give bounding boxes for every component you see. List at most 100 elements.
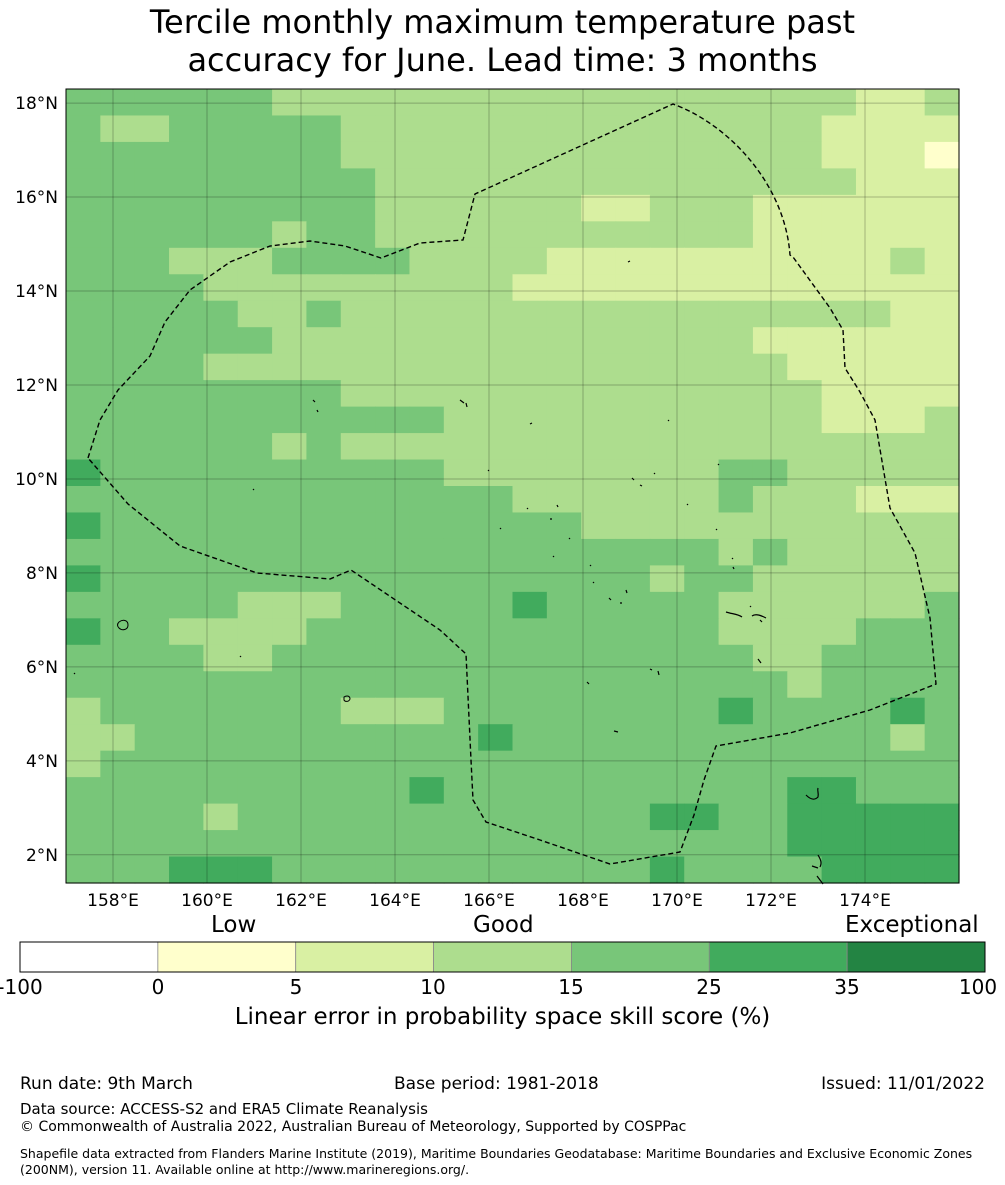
grid-cell [890,486,926,514]
grid-cell [203,433,239,461]
grid-cell [443,538,479,566]
grid-cell [821,750,857,778]
grid-cell [100,406,136,434]
grid-cell [615,724,651,752]
grid-cell [512,830,548,858]
longitude-label: 170°E [651,891,703,911]
grid-cell [855,433,891,461]
grid-cell [924,89,960,117]
grid-cell [237,168,273,196]
grid-cell [443,459,479,487]
chart-title-line-1: Tercile monthly maximum temperature past [149,3,856,41]
latitude-label: 8°N [26,564,58,584]
grid-cell [272,168,308,196]
grid-cell [649,141,685,169]
grid-cell [100,221,136,249]
grid-cell [752,671,788,699]
grid-cell [855,803,891,831]
grid-cell [134,380,170,408]
grid-cell [100,591,136,619]
grid-cell [375,168,411,196]
grid-cell [478,168,514,196]
grid-cell [66,221,101,249]
grid-cell [100,830,136,858]
grid-cell [272,591,308,619]
grid-cell [821,830,857,858]
grid-cell [581,830,617,858]
grid-cell [272,856,308,884]
grid-cell [478,618,514,646]
grid-cell [821,512,857,540]
grid-cell [100,750,136,778]
grid-cell [752,486,788,514]
grid-cell [924,750,960,778]
grid-cell [684,327,720,355]
grid-cell [306,830,342,858]
grid-cell [100,803,136,831]
grid-cell [649,697,685,725]
grid-cell [615,194,651,222]
grid-cell [409,168,445,196]
grid-cell [512,221,548,249]
latitude-label: 10°N [15,470,58,490]
grid-cell [409,512,445,540]
grid-cell [821,486,857,514]
grid-cell [752,591,788,619]
grid-cell [375,565,411,593]
grid-cell [443,353,479,381]
grid-cell [66,750,101,778]
grid-cell [443,300,479,328]
grid-cell [134,538,170,566]
grid-cell [924,777,960,805]
grid-cell [581,327,617,355]
grid-cell [169,459,204,487]
grid-cell [615,168,651,196]
grid-cell [684,168,720,196]
islands [73,260,824,885]
grid-cell [855,327,891,355]
grid-cell [478,830,514,858]
grid-cell [443,618,479,646]
grid-cell [478,194,514,222]
grid-cell [169,512,204,540]
grid-cell [237,459,273,487]
grid-cell [924,830,960,858]
grid-cell [478,247,514,275]
grid-cell [375,459,411,487]
grid-cell [203,512,239,540]
grid-cell [478,327,514,355]
grid-cell [718,274,754,302]
grid-cell [443,141,479,169]
grid-cell [512,380,548,408]
copyright: © Commonwealth of Australia 2022, Austra… [20,1119,687,1135]
grid-cell [855,565,891,593]
grid-cell [581,221,617,249]
grid-cell [169,247,204,275]
grid-cell [649,486,685,514]
grid-cell [684,274,720,302]
grid-cell [546,115,582,143]
grid-cell [787,221,823,249]
colorbar-category-good: Good [473,912,534,938]
grid-cell [684,221,720,249]
grid-cell [615,141,651,169]
grid-cell [340,856,376,884]
grid-cell [581,89,617,117]
grid-cell [134,697,170,725]
grid-cell [66,459,101,487]
grid-cell [375,406,411,434]
grid-cell [169,644,204,672]
grid-cell [237,141,273,169]
grid-cell [855,486,891,514]
grid-cell [684,856,720,884]
grid-cell [134,433,170,461]
grid-cell [478,353,514,381]
colorbar-tick: 15 [558,975,584,999]
grid-cell [66,194,101,222]
grid-cell [855,697,891,725]
grid-cell [890,538,926,566]
grid-cell [512,750,548,778]
grid-cell [409,724,445,752]
grid-cell [478,591,514,619]
grid-cell [478,141,514,169]
